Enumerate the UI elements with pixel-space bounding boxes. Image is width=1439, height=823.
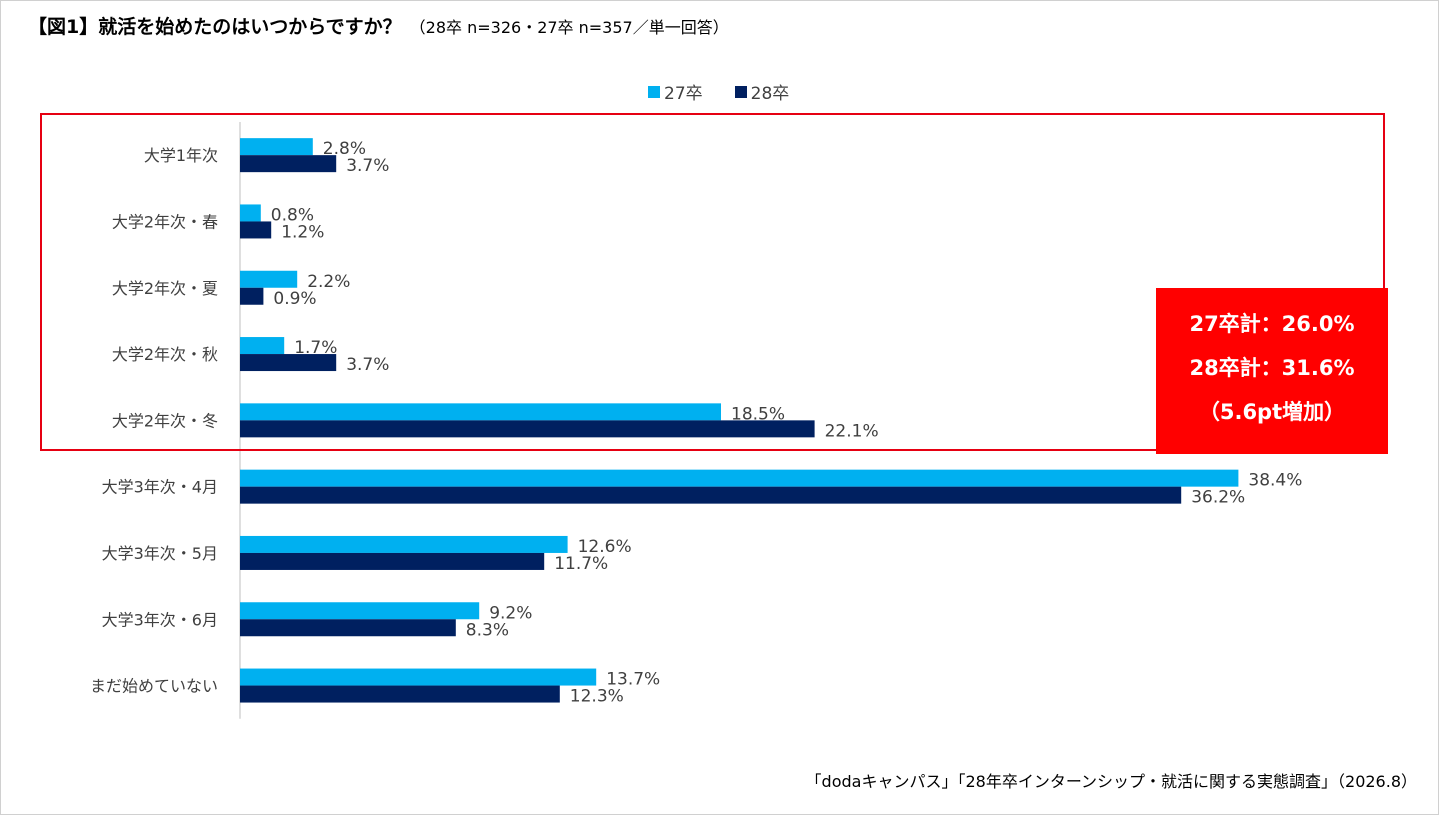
legend-swatch-27 xyxy=(648,85,660,98)
bar-28卒-1 xyxy=(240,155,337,173)
category-label: 大学2年次・夏 xyxy=(112,279,218,298)
data-label: 22.1% xyxy=(825,421,879,441)
bar-28卒-7 xyxy=(240,552,545,570)
bar-27卒-5 xyxy=(240,403,721,421)
callout-line-28-total: 28卒計：31.6% xyxy=(1189,356,1355,380)
legend: 27卒 28卒 xyxy=(648,79,789,104)
data-label: 0.8% xyxy=(271,205,314,225)
category-label: 大学2年次・秋 xyxy=(112,345,218,364)
data-label: 36.2% xyxy=(1191,488,1245,508)
chart-title: 【図1】就活を始めたのはいつからですか？ （28卒 n=326・27卒 n=357… xyxy=(28,12,729,39)
data-label: 11.7% xyxy=(554,554,608,574)
bar-27卒-1 xyxy=(240,138,313,156)
bar-27卒-3 xyxy=(240,270,298,288)
legend-label-28: 28卒 xyxy=(750,84,790,104)
category-label: まだ始めていない xyxy=(90,677,218,696)
data-label: 0.9% xyxy=(273,289,316,309)
data-label: 2.8% xyxy=(323,139,366,159)
bar-27卒-6 xyxy=(240,469,1239,487)
legend-label-27: 27卒 xyxy=(664,84,703,104)
data-label: 1.7% xyxy=(294,338,337,358)
data-label: 18.5% xyxy=(731,404,785,424)
category-label: 大学1年次 xyxy=(144,146,218,165)
callout-line-27-total: 27卒計：26.0% xyxy=(1189,312,1355,336)
category-label: 大学2年次・春 xyxy=(112,212,218,231)
bar-27卒-2 xyxy=(240,204,261,222)
data-label: 2.2% xyxy=(307,272,350,292)
bar-28卒-9 xyxy=(240,685,560,703)
bar-27卒-4 xyxy=(240,337,285,355)
legend-item-27: 27卒 xyxy=(648,79,703,104)
category-label: 大学2年次・冬 xyxy=(112,411,218,430)
data-label: 9.2% xyxy=(489,603,532,623)
bar-27卒-7 xyxy=(240,535,568,553)
data-label: 12.6% xyxy=(578,537,632,557)
category-label: 大学3年次・4月 xyxy=(102,478,218,497)
bar-27卒-9 xyxy=(240,668,597,686)
bar-28卒-5 xyxy=(240,420,815,438)
data-label: 1.2% xyxy=(281,222,324,242)
data-label: 38.4% xyxy=(1248,471,1302,491)
highlight-box xyxy=(40,113,1385,451)
bar-27卒-8 xyxy=(240,602,480,620)
bar-28卒-8 xyxy=(240,619,456,637)
title-sub: （28卒 n=326・27卒 n=357／単一回答） xyxy=(409,18,729,37)
data-label: 3.7% xyxy=(346,355,389,375)
category-label: 大学3年次・6月 xyxy=(102,610,218,629)
title-main: 【図1】就活を始めたのはいつからですか？ xyxy=(28,16,402,38)
legend-swatch-28 xyxy=(734,85,747,98)
data-label: 13.7% xyxy=(606,670,660,690)
source-note: 「dodaキャンパス」「28年卒インターンシップ・就活に関する実態調査」（202… xyxy=(805,772,1417,791)
bar-28卒-6 xyxy=(240,486,1182,504)
legend-item-28: 28卒 xyxy=(734,79,790,104)
bar-28卒-4 xyxy=(240,354,337,372)
category-label: 大学3年次・5月 xyxy=(102,544,218,563)
bar-28卒-3 xyxy=(240,287,264,305)
data-label: 3.7% xyxy=(346,156,389,176)
data-label: 8.3% xyxy=(466,620,509,640)
callout-box: 27卒計：26.0% 28卒計：31.6% （5.6pt増加） xyxy=(1156,288,1388,454)
data-label: 12.3% xyxy=(570,687,624,707)
callout-line-increase: （5.6pt増加） xyxy=(1198,400,1346,424)
bar-28卒-2 xyxy=(240,221,272,239)
